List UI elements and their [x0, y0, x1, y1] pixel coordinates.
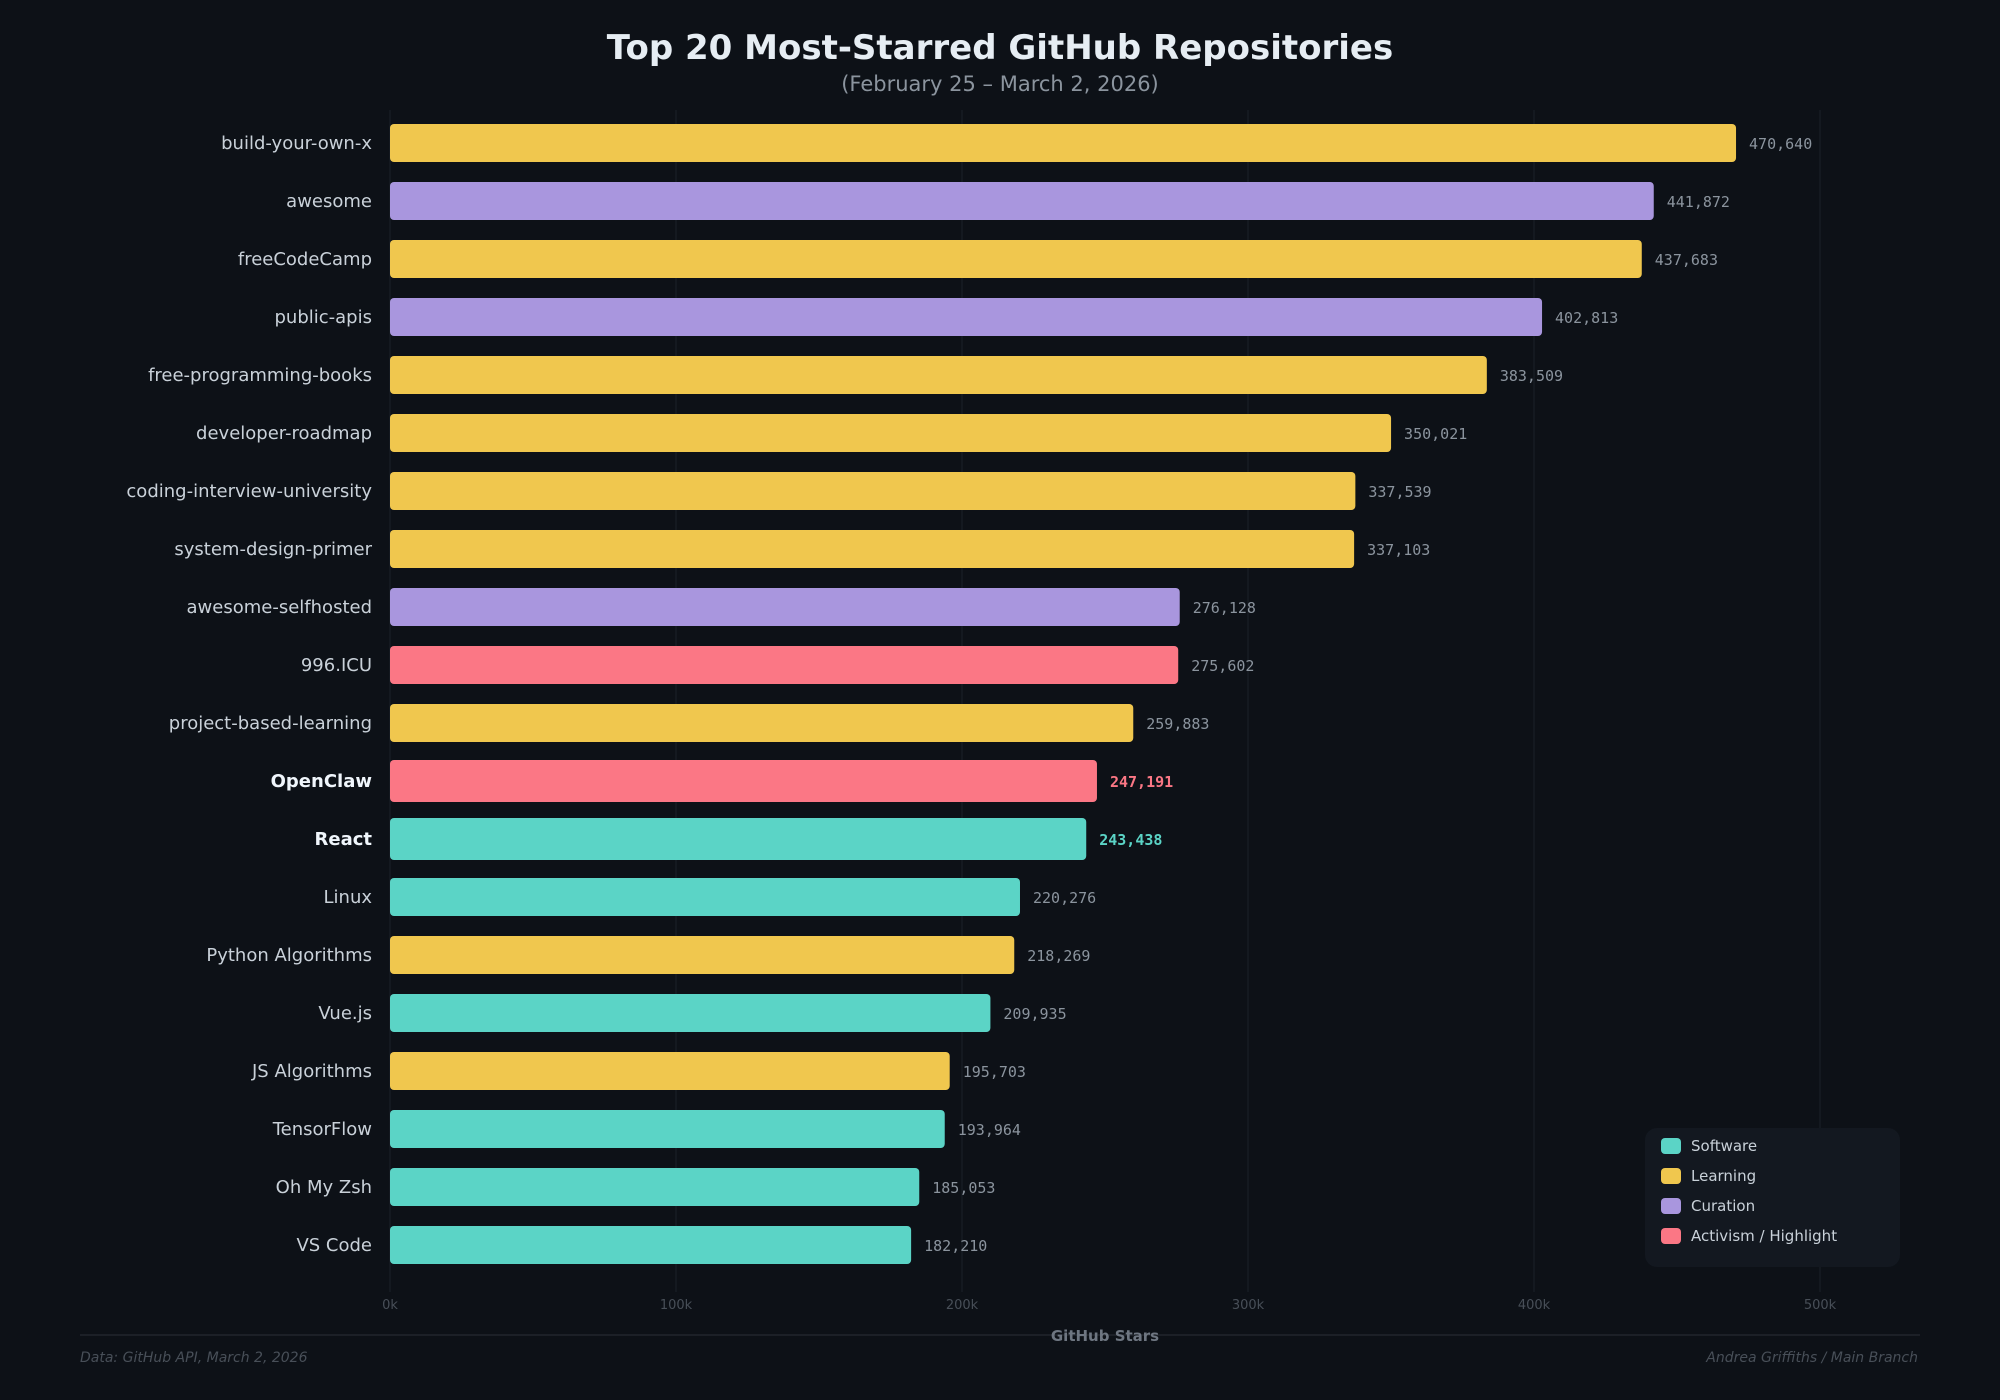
bar-value-label: 220,276 — [1033, 889, 1096, 907]
bar — [390, 994, 991, 1032]
x-tick-label: 200k — [946, 1298, 979, 1313]
legend: Software Learning Curation Activism / Highl… — [1645, 1128, 1900, 1267]
chart-subtitle: (February 25 – March 2, 2026) — [841, 72, 1159, 96]
bar-category-label: OpenClaw — [271, 771, 372, 792]
bar-category-label: TensorFlow — [272, 1119, 372, 1140]
bar-category-label: Python Algorithms — [206, 945, 372, 966]
bar — [390, 1110, 945, 1148]
bar-value-label: 243,438 — [1099, 831, 1162, 849]
bar-category-label: JS Algorithms — [251, 1061, 372, 1082]
bar-category-label: freeCodeCamp — [238, 249, 372, 270]
bar-value-label: 402,813 — [1555, 309, 1618, 327]
bar-value-label: 182,210 — [924, 1237, 987, 1255]
legend-label: Activism / Highlight — [1691, 1227, 1838, 1245]
legend-item-activism: Activism / Highlight — [1661, 1226, 1837, 1246]
bar — [390, 1168, 920, 1206]
bar — [390, 182, 1654, 220]
bar — [390, 646, 1179, 684]
bar-category-label: awesome-selfhosted — [187, 597, 372, 618]
bar-value-label: 276,128 — [1193, 599, 1256, 617]
chart-title: Top 20 Most-Starred GitHub Repositories — [606, 28, 1394, 68]
bar — [390, 124, 1737, 162]
x-tick-label: 100k — [660, 1298, 693, 1313]
bar-category-label: Oh My Zsh — [276, 1177, 372, 1198]
legend-item-software: Software — [1661, 1136, 1757, 1156]
x-tick-label: 400k — [1518, 1298, 1551, 1313]
bar — [390, 530, 1355, 568]
bar-category-label: project-based-learning — [169, 713, 372, 734]
bar-category-label: system-design-primer — [174, 539, 372, 560]
bar-category-label: build-your-own-x — [221, 133, 372, 154]
legend-item-curation: Curation — [1661, 1196, 1755, 1216]
bar-value-label: 337,103 — [1367, 541, 1430, 559]
bar-category-label: VS Code — [296, 1235, 372, 1256]
legend-label: Learning — [1691, 1167, 1757, 1185]
bar — [390, 356, 1487, 394]
bar-value-label: 441,872 — [1667, 193, 1730, 211]
legend-label: Curation — [1691, 1197, 1756, 1215]
bar — [390, 240, 1642, 278]
bar-category-label: awesome — [286, 191, 372, 212]
bar — [390, 472, 1356, 510]
bar — [390, 414, 1392, 452]
bar-value-label: 337,539 — [1368, 483, 1431, 501]
bar-category-label: Vue.js — [318, 1003, 372, 1024]
bar-value-label: 185,053 — [932, 1179, 995, 1197]
bar — [390, 1226, 912, 1264]
legend-item-learning: Learning — [1661, 1166, 1756, 1186]
bar-category-label: free-programming-books — [148, 365, 372, 386]
bar — [390, 936, 1015, 974]
bar — [390, 588, 1180, 626]
bar-value-label: 259,883 — [1146, 715, 1209, 733]
bar-value-label: 195,703 — [963, 1063, 1026, 1081]
bar — [390, 704, 1134, 742]
bar-value-label: 437,683 — [1655, 251, 1718, 269]
bar-value-label: 193,964 — [958, 1121, 1021, 1139]
legend-swatch — [1661, 1168, 1681, 1184]
bar-category-label: React — [315, 829, 373, 850]
bar-value-label: 209,935 — [1003, 1005, 1066, 1023]
x-tick-label: 0k — [382, 1298, 398, 1313]
bar — [390, 818, 1087, 860]
legend-swatch — [1661, 1228, 1681, 1244]
bar-category-label: coding-interview-university — [126, 481, 372, 502]
bar-category-label: 996.ICU — [301, 655, 372, 676]
x-tick-label: 300k — [1232, 1298, 1265, 1313]
bar-category-label: Linux — [324, 887, 373, 908]
bar — [390, 760, 1097, 802]
footer-source: Data: GitHub API, March 2, 2026 — [80, 1350, 308, 1366]
bar-value-label: 247,191 — [1110, 773, 1173, 791]
bar — [390, 298, 1543, 336]
bar-category-label: public-apis — [275, 307, 373, 328]
legend-swatch — [1661, 1138, 1681, 1154]
legend-swatch — [1661, 1198, 1681, 1214]
x-axis-title: GitHub Stars — [1051, 1327, 1159, 1345]
bar-value-label: 218,269 — [1027, 947, 1090, 965]
bar-value-label: 383,509 — [1500, 367, 1563, 385]
bar-category-label: developer-roadmap — [196, 423, 372, 444]
bar-value-label: 470,640 — [1749, 135, 1812, 153]
footer-credit: Andrea Griffiths / Main Branch — [1706, 1350, 1918, 1366]
x-tick-label: 500k — [1804, 1298, 1837, 1313]
bar-value-label: 275,602 — [1191, 657, 1254, 675]
bar-value-label: 350,021 — [1404, 425, 1467, 443]
bar — [390, 1052, 950, 1090]
legend-label: Software — [1691, 1137, 1758, 1155]
bar — [390, 878, 1020, 916]
